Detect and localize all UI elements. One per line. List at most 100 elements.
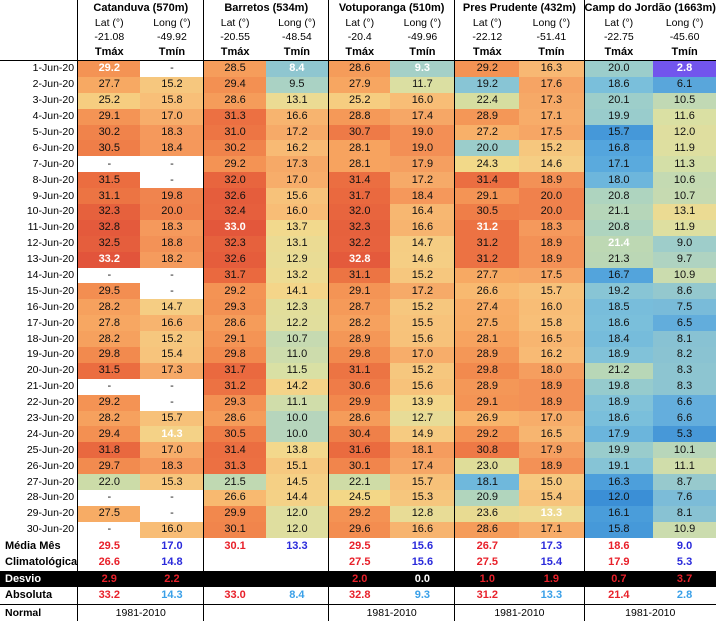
station-name: Catanduva (570m)	[77, 0, 204, 16]
tmin-cell: 15.7	[390, 474, 455, 491]
tmax-cell: 31.2	[454, 251, 520, 268]
tmax-cell: 27.7	[77, 76, 141, 93]
tmax-cell: 30.5	[454, 204, 520, 220]
tmax-cell: 32.3	[328, 219, 391, 236]
table-row: 23-Jun-20 28.2 15.7 28.6 10.0 28.6 12.7 26.9 17.…	[0, 410, 716, 427]
tmin-cell: 18.9	[519, 458, 585, 475]
date-cell: 25-Jun-20	[26, 443, 75, 456]
summary-value	[203, 554, 266, 571]
tmax-cell: 27.4	[454, 299, 520, 316]
summary-row-normal: Normal 1981-2010 1981-2010 1981-2010 1981-20…	[0, 603, 716, 621]
tmin-cell: 17.5	[519, 267, 585, 284]
tmin-cell: 11.5	[265, 362, 329, 379]
tmin-cell: 18.4	[140, 140, 204, 157]
date-cell: 21-Jun-20	[26, 380, 75, 393]
normal-period: 1981-2010	[454, 603, 585, 621]
tmax-cell: 32.2	[328, 235, 391, 252]
summary-value: 31.2	[454, 587, 520, 605]
table-row: 29-Jun-20 27.5-29.9 12.0 29.2 12.8 23.6 13.3 16…	[0, 505, 716, 522]
summary-value: 15.4	[540, 556, 563, 569]
tmin-cell: 16.0	[390, 92, 455, 109]
summary-value: 1.0	[454, 570, 520, 588]
tmax-cell: 18.9	[583, 347, 654, 363]
tmin-cell: 14.6	[390, 251, 455, 268]
tmax-cell: 33.0	[203, 219, 266, 236]
tmin-cell: 12.7	[390, 410, 455, 427]
tmin-cell: 15.4	[140, 347, 204, 363]
tmax-cell: 31.1	[328, 267, 391, 284]
tmin-cell: 17.2	[390, 283, 455, 300]
tmin-cell: -	[140, 283, 204, 300]
table-row: 6-Jun-20 30.5 18.4 30.2 16.2 28.1 19.0 20.0 15.2…	[0, 140, 716, 157]
tmin-cell: 20.0	[519, 188, 585, 205]
tmax-cell: 18.1	[454, 474, 520, 491]
tmax-cell: 19.8	[583, 378, 654, 395]
table-row: 5-Jun-20 30.2 18.3 31.0 17.2 30.7 19.0 27.2 17.5…	[0, 124, 716, 141]
tmin-cell: 8.1	[653, 505, 716, 522]
normal-period: 1981-2010	[583, 603, 716, 621]
date-cell: 5-Jun-20	[32, 126, 75, 138]
tmin-cell: 13.9	[390, 394, 455, 411]
station-name: Pres Prudente (432m)	[454, 0, 585, 16]
tmax-cell: 27.8	[77, 315, 141, 332]
tmin-cell: 16.4	[390, 204, 455, 220]
tmin-cell: 14.3	[140, 426, 204, 443]
tmax-cell: 29.3	[203, 299, 266, 316]
summary-value: 15.6	[411, 556, 434, 569]
tmin-cell: 15.2	[519, 140, 585, 157]
tmin-cell: 17.4	[390, 458, 455, 475]
tmax-cell: 29.1	[328, 283, 391, 300]
tmax-cell: 28.7	[328, 299, 391, 316]
tmin-cell: 10.6	[653, 172, 716, 189]
tmin-cell: 15.7	[519, 283, 585, 300]
date-cell: 29-Jun-20	[26, 507, 75, 520]
corner-cell	[0, 0, 78, 16]
tmin-cell: -	[140, 60, 204, 77]
tmin-cell: 16.6	[390, 521, 455, 538]
date-cell: 3-Jun-20	[32, 94, 75, 107]
long-value: -48.54	[282, 31, 312, 43]
lat-value: -22.12	[454, 30, 520, 44]
tmin-cell: 18.0	[519, 362, 585, 379]
summary-value: 30.1	[203, 537, 266, 555]
tmin-cell: 17.3	[140, 362, 204, 379]
tmin-cell: 15.2	[390, 299, 455, 316]
tmax-cell: 21.3	[583, 251, 654, 268]
tmin-cell: 16.0	[265, 204, 329, 220]
summary-value: 17.3	[540, 539, 563, 552]
tmin-cell: 18.9	[519, 172, 585, 189]
table-row: 7-Jun-20- -29.2 17.3 28.1 17.9 24.3 14.6 17.1 11…	[0, 156, 716, 173]
tmin-cell: 16.6	[140, 315, 204, 332]
tmin-cell: 8.2	[653, 347, 716, 363]
long-label: Long (°)	[403, 17, 442, 29]
tmax-cell: 28.6	[454, 521, 520, 538]
tmax-cell: 20.8	[583, 219, 654, 236]
table-row: 22-Jun-20 29.2-29.3 11.1 29.9 13.9 29.1 18.9 18…	[0, 394, 716, 411]
tmin-cell: 19.8	[140, 188, 204, 205]
tmax-cell: -	[77, 378, 141, 395]
tmin-cell: 15.6	[265, 188, 329, 205]
date-cell: 10-Jun-20	[26, 205, 75, 218]
tmax-cell: 30.7	[328, 124, 391, 141]
tmax-cell: 31.6	[328, 442, 391, 459]
tmin-cell: 11.9	[653, 140, 716, 157]
tmin-cell: 6.1	[653, 76, 716, 93]
tmax-cell: -	[77, 490, 141, 506]
summary-label: Normal	[0, 603, 78, 621]
tmax-cell: 31.5	[77, 362, 141, 379]
tmax-cell: 29.9	[203, 505, 266, 522]
tmin-cell: 18.3	[140, 219, 204, 236]
tmin-cell: 11.6	[653, 108, 716, 125]
tmax-cell: 31.5	[77, 172, 141, 189]
long-value: -49.92	[157, 31, 187, 43]
date-cell: 23-Jun-20	[26, 412, 75, 425]
tmax-cell: 32.6	[203, 188, 266, 205]
tmin-cell: 15.7	[140, 410, 204, 427]
tmax-cell: 15.8	[583, 521, 654, 538]
table-row: 10-Jun-20 32.3 20.0 32.4 16.0 32.0 16.4 30.5 20.…	[0, 204, 716, 220]
tmax-cell: 30.5	[203, 426, 266, 443]
tmin-cell: 15.8	[140, 92, 204, 109]
tmin-cell: 18.1	[390, 442, 455, 459]
tmin-cell: 6.6	[653, 394, 716, 411]
table-row: 14-Jun-20- -31.7 13.2 31.1 15.2 27.7 17.5 16.7 1…	[0, 267, 716, 284]
